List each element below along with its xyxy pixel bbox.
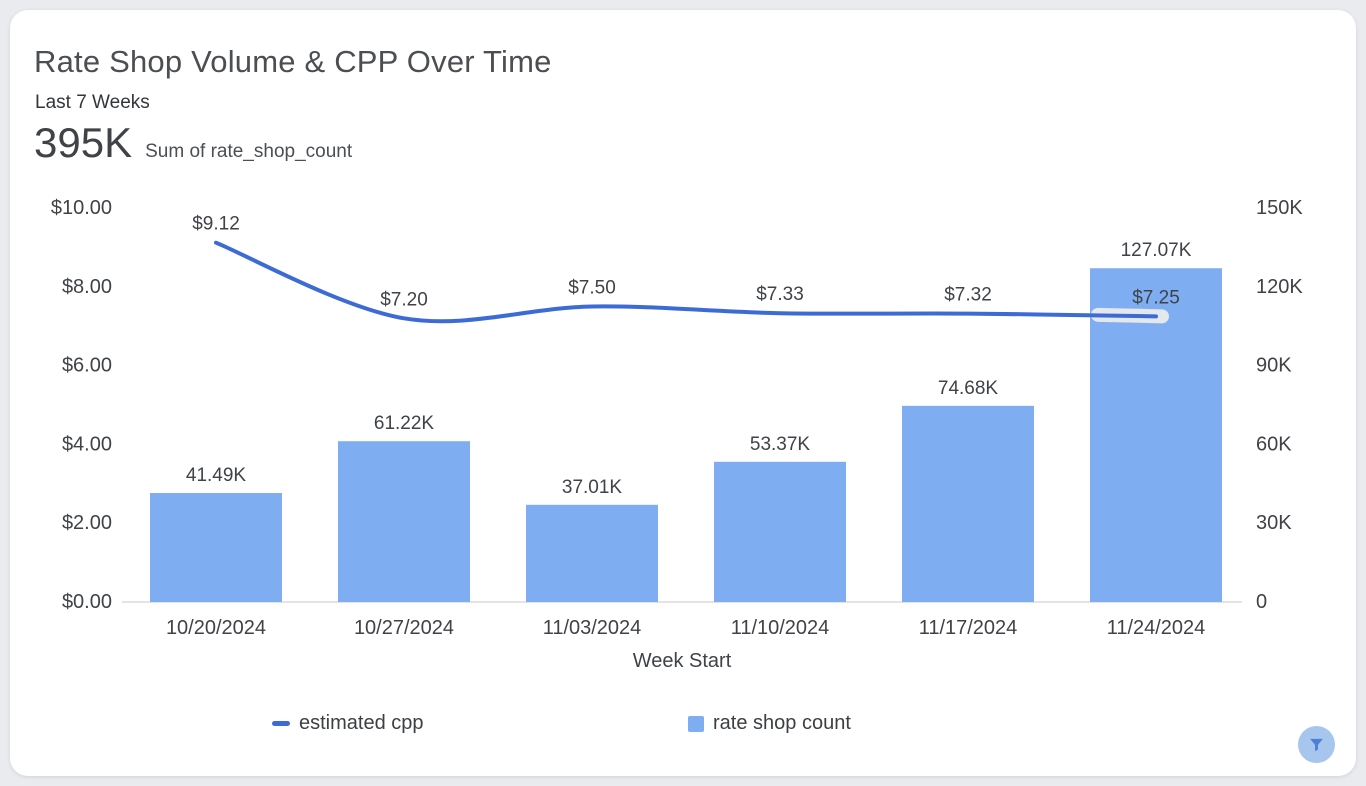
bar-11/17/2024[interactable] [902, 405, 1034, 602]
left-axis-tick: $8.00 [62, 276, 112, 298]
legend-label: estimated cpp [299, 712, 424, 734]
right-axis-tick: 150K [1256, 197, 1303, 219]
chart-subtitle: Last 7 Weeks [35, 92, 150, 113]
bar-swatch-icon [688, 715, 704, 732]
chart-title: Rate Shop Volume & CPP Over Time [34, 44, 552, 79]
funnel-icon [1310, 738, 1323, 752]
combo-chart-canvas[interactable]: $0.00 $2.00 $4.00 $6.00 $8.00 $10.00 0 30K 60K 90… [10, 10, 1356, 776]
line-value-label: $7.50 [568, 278, 616, 299]
bar-10/27/2024[interactable] [338, 441, 470, 602]
bar-value-label: 61.22K [374, 413, 435, 434]
x-axis-category-label: 11/03/2024 [543, 617, 642, 639]
legend-item-estimated-cpp[interactable]: estimated cpp [272, 712, 424, 735]
legend-label: rate shop count [713, 712, 851, 734]
left-axis-tick: $2.00 [62, 512, 112, 534]
bar-11/03/2024[interactable] [526, 504, 658, 602]
right-axis-tick: 90K [1256, 355, 1292, 377]
x-axis-title: Week Start [632, 650, 732, 672]
left-axis-tick: $4.00 [62, 433, 112, 455]
right-axis-tick: 60K [1256, 433, 1292, 455]
line-value-label: $7.33 [756, 284, 804, 305]
line-value-label: $9.12 [192, 214, 240, 235]
bar-value-label: 41.49K [186, 465, 247, 486]
right-axis-tick: 120K [1256, 276, 1303, 298]
legend: estimated cpp rate shop count [10, 712, 1356, 744]
left-axis-tick: $0.00 [62, 591, 112, 613]
bar-value-label: 74.68K [938, 378, 999, 399]
line-value-label: $7.32 [944, 285, 992, 306]
bar-11/24/2024[interactable] [1090, 268, 1222, 602]
cpp-line-series[interactable] [214, 240, 1158, 324]
x-axis-category-label: 10/20/2024 [166, 617, 266, 639]
line-swatch-icon [272, 721, 290, 726]
chart-card: Rate Shop Volume & CPP Over Time Last 7 … [10, 10, 1356, 776]
filter-button[interactable] [1298, 726, 1335, 763]
x-axis-category-label: 11/10/2024 [731, 617, 830, 639]
bar-value-label: 37.01K [562, 477, 623, 498]
right-axis-tick: 0 [1256, 591, 1267, 613]
kpi-value: 395K [34, 119, 133, 166]
bar-10/20/2024[interactable] [150, 493, 282, 602]
x-axis-category-label: 11/24/2024 [1107, 617, 1206, 639]
left-axis-tick: $10.00 [51, 197, 112, 219]
kpi-label: Sum of rate_shop_count [145, 141, 353, 162]
x-axis-category-label: 10/27/2024 [354, 617, 454, 639]
line-value-label: $7.20 [380, 289, 428, 310]
bar-11/10/2024[interactable] [714, 461, 846, 602]
right-axis-tick: 30K [1256, 512, 1292, 534]
x-axis-category-label: 11/17/2024 [919, 617, 1018, 639]
left-axis-tick: $6.00 [62, 355, 112, 377]
bar-value-label: 127.07K [1121, 240, 1192, 261]
bar-value-label: 53.37K [750, 434, 811, 455]
kpi-row: 395K Sum of rate_shop_count [34, 122, 352, 164]
legend-item-rate-shop-count[interactable]: rate shop count [688, 712, 851, 735]
line-value-label: $7.25 [1132, 287, 1180, 308]
